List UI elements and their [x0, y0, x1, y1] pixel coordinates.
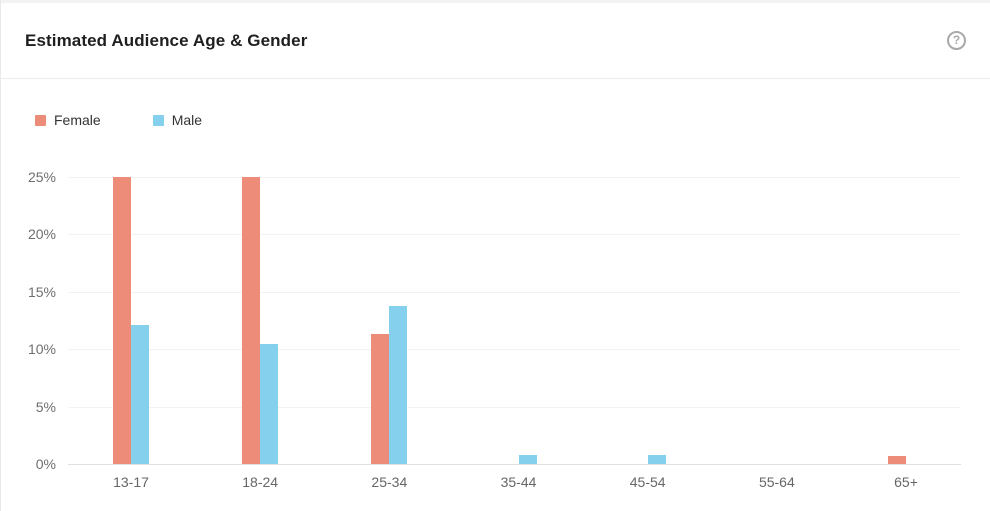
bar-female-25-34[interactable] — [371, 334, 390, 464]
y-tick-label: 15% — [27, 283, 56, 300]
x-category-label: 65+ — [894, 474, 918, 490]
bar-male-13-17[interactable] — [131, 324, 149, 464]
bar-male-45-54[interactable] — [647, 454, 666, 464]
bar-female-65plus[interactable] — [888, 455, 907, 464]
bar-female-13-17[interactable] — [113, 176, 131, 464]
legend-label-female: Female — [54, 112, 101, 128]
gridline — [68, 176, 961, 178]
y-tick-label: 25% — [27, 168, 56, 185]
y-tick-label: 10% — [27, 341, 56, 357]
gridline — [68, 406, 961, 408]
y-tick-label: 20% — [27, 226, 56, 242]
x-category-label: 55-64 — [758, 474, 795, 490]
bar-male-18-24[interactable] — [260, 344, 279, 464]
y-tick-label: 5% — [35, 398, 56, 415]
gridline — [68, 291, 961, 293]
x-category-label: 35-44 — [500, 474, 537, 490]
bar-female-18-24[interactable] — [242, 176, 261, 464]
legend-label-male: Male — [171, 112, 203, 128]
x-axis-line — [68, 464, 961, 465]
page-title: Estimated Audience Age & Gender — [25, 30, 308, 50]
x-category-label: 18-24 — [242, 474, 279, 490]
top-strip — [1, 0, 990, 3]
legend-item-male[interactable]: Male — [152, 112, 203, 128]
legend-item-female[interactable]: Female — [35, 112, 101, 128]
chart-legend: Female Male — [35, 112, 202, 128]
female-swatch-icon — [35, 114, 46, 126]
x-category-label: 13-17 — [113, 474, 149, 490]
help-icon[interactable]: ? — [947, 31, 966, 50]
x-category-label: 25-34 — [371, 474, 408, 490]
x-category-label: 45-54 — [629, 474, 666, 490]
gridline — [68, 349, 961, 350]
male-swatch-icon — [152, 114, 164, 126]
gridline — [68, 234, 961, 235]
bar-male-35-44[interactable] — [518, 454, 537, 464]
bar-male-25-34[interactable] — [389, 306, 408, 464]
card-header: Estimated Audience Age & Gender ? — [1, 3, 990, 79]
y-tick-label: 0% — [35, 456, 56, 472]
